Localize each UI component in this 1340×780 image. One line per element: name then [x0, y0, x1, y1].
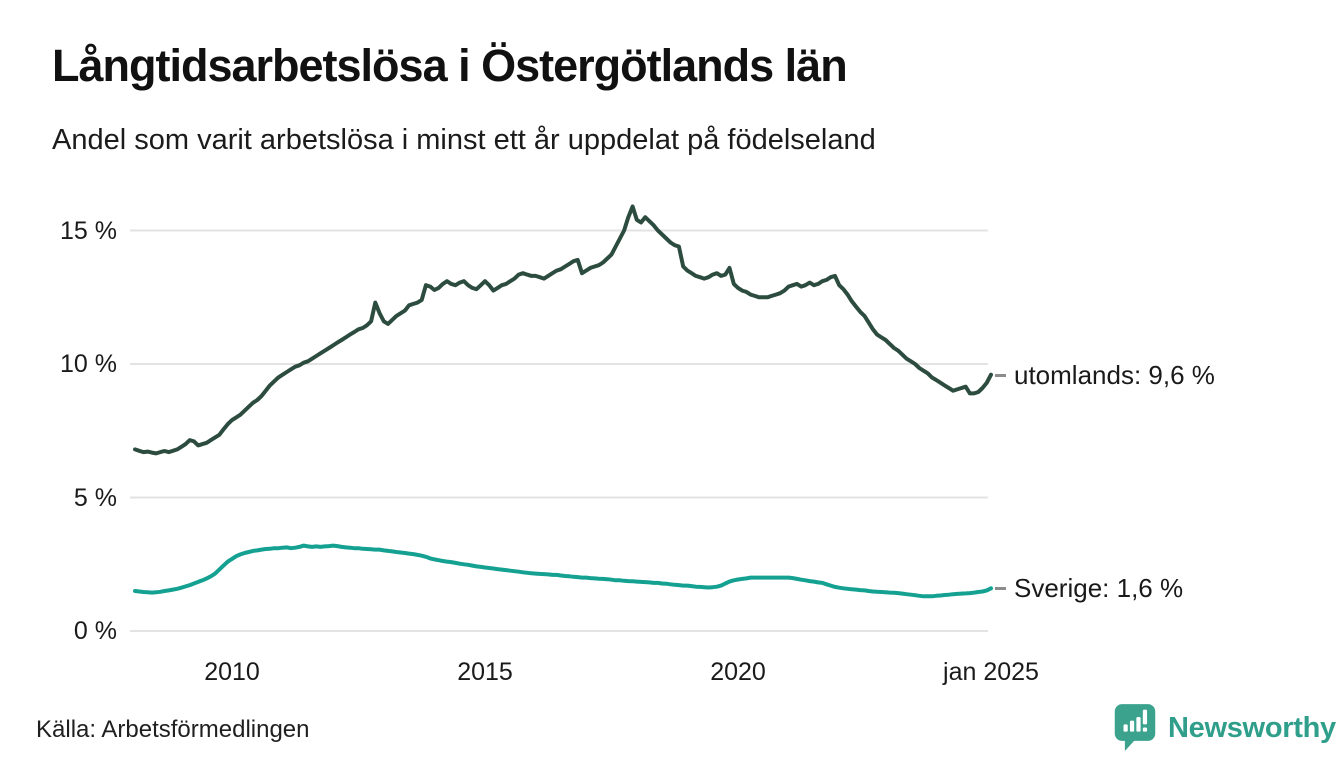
- label-connector-dash: [995, 373, 1006, 377]
- x-axis-tick-label: 2010: [204, 658, 260, 686]
- series-end-label-text: Sverige: 1,6 %: [1014, 573, 1184, 604]
- y-axis-tick-label: 5 %: [73, 483, 117, 512]
- x-axis-tick-label: 2020: [710, 658, 766, 686]
- line-chart-plot: [130, 204, 993, 632]
- series-end-label-text: utomlands: 9,6 %: [1014, 359, 1215, 390]
- series-end-label-utomlands: utomlands: 9,6 %: [995, 360, 1215, 391]
- series-line-utomlands: [133, 204, 993, 456]
- y-axis-tick-label: 15 %: [60, 216, 117, 245]
- y-axis-tick-label: 0 %: [73, 617, 117, 645]
- x-axis-tick-label: jan 2025: [943, 658, 1039, 686]
- chart-subtitle: Andel som varit arbetslösa i minst ett å…: [52, 124, 876, 156]
- label-connector-dash: [995, 587, 1006, 591]
- newsworthy-logo-icon: [1114, 704, 1156, 751]
- x-axis-tick-label: 2015: [457, 658, 513, 686]
- series-line-sverige: [133, 543, 993, 599]
- series-end-label-sverige: Sverige: 1,6 %: [995, 573, 1183, 604]
- source-note: Källa: Arbetsförmedlingen: [36, 716, 310, 743]
- chart-title: Långtidsarbetslösa i Östergötlands län: [52, 40, 848, 91]
- y-axis-tick-label: 10 %: [60, 350, 117, 378]
- newsworthy-logo: Newsworthy: [1112, 702, 1336, 754]
- newsworthy-logo-text: Newsworthy: [1168, 711, 1336, 744]
